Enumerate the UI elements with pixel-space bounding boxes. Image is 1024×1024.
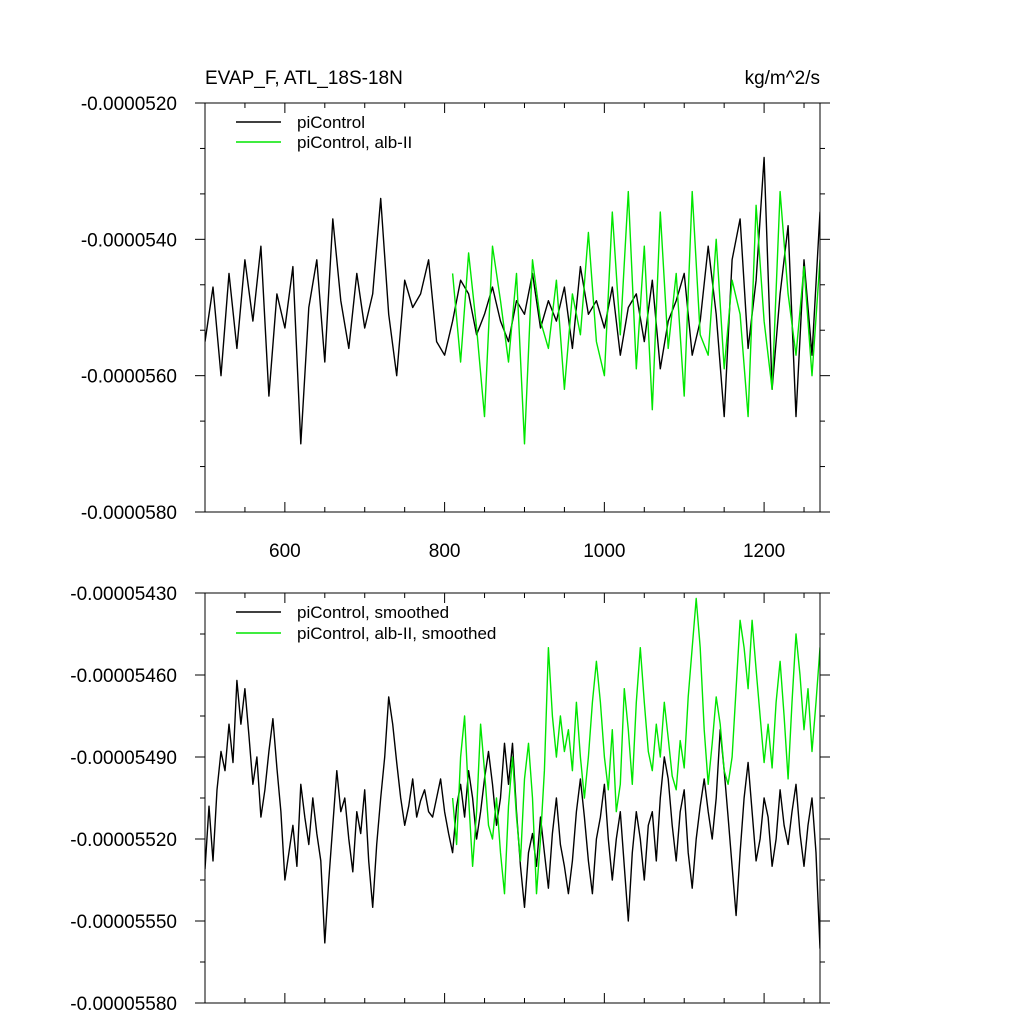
y-tick-label: -0.0000520: [81, 94, 177, 115]
top-plot-frame: [204, 102, 821, 513]
y-tick-label: -0.00005580: [70, 994, 177, 1015]
y-tick-label: -0.00005520: [70, 830, 177, 851]
x-tick-label: 1200: [743, 541, 785, 562]
y-tick-label: -0.00005550: [70, 912, 177, 933]
top-legend: piControl piControl, alb-II: [236, 113, 412, 152]
top-ticks: 600 800 1000 1200 -0.0000520 -0.0000540 -0.000…: [81, 94, 830, 562]
y-tick-label: -0.0000560: [81, 367, 177, 388]
units-label: kg/m^2/s: [745, 68, 820, 89]
bottom-legend: piControl, smoothed piControl, alb-II, s…: [236, 603, 496, 643]
y-tick-label: -0.0000540: [81, 230, 177, 251]
series-line-picontrol-alb-ii: [451, 190, 820, 445]
y-tick-label: -0.00005490: [70, 748, 177, 769]
y-tick-label: -0.00005460: [70, 666, 177, 687]
top-panel: EVAP_F, ATL_18S-18N kg/m^2/s 600 800 1000 1…: [81, 68, 830, 562]
chart-title: EVAP_F, ATL_18S-18N: [205, 68, 403, 89]
series-line-picontrol: [205, 156, 820, 445]
legend-label-picontrol: piControl: [297, 113, 365, 132]
legend-label-alb-ii: piControl, alb-II: [297, 133, 412, 152]
legend-label-picontrol-smoothed: piControl, smoothed: [297, 603, 449, 622]
bottom-ticks: -0.00005430 -0.00005460 -0.00005490 -0.0000…: [70, 584, 830, 1015]
y-tick-label: -0.0000580: [81, 503, 177, 524]
bottom-series-group: [205, 597, 820, 949]
series-line-picontrol-alb-ii-smoothed: [451, 597, 820, 895]
top-series-group: [205, 156, 820, 445]
x-tick-label: 1000: [583, 541, 625, 562]
series-line-picontrol-smoothed: [205, 679, 820, 949]
x-tick-label: 800: [429, 541, 461, 562]
y-tick-label: -0.00005430: [70, 584, 177, 605]
x-tick-label: 600: [269, 541, 301, 562]
bottom-panel: -0.00005430 -0.00005460 -0.00005490 -0.0000…: [70, 584, 830, 1015]
legend-label-alb-ii-smoothed: piControl, alb-II, smoothed: [297, 624, 496, 643]
